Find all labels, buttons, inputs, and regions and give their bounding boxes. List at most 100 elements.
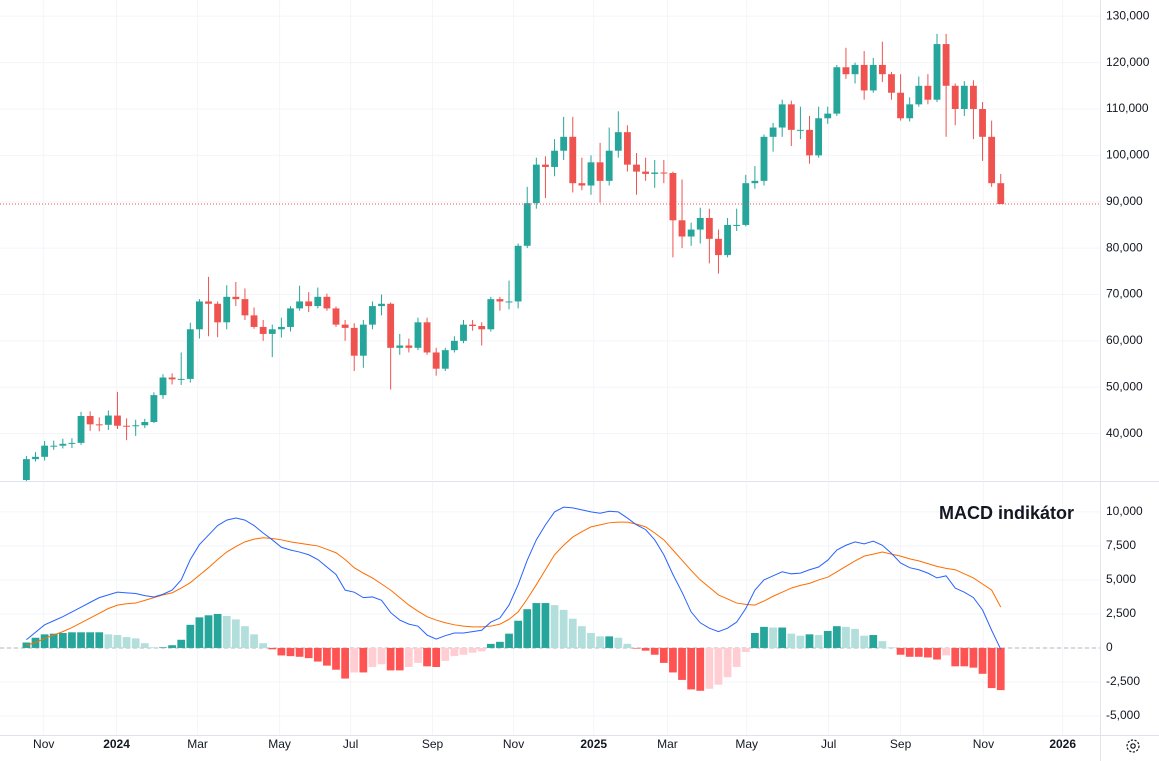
candle-body <box>487 299 495 330</box>
candle-body <box>432 352 440 369</box>
candle-body <box>414 322 422 348</box>
histogram-bar <box>368 647 377 667</box>
candle-body <box>569 136 577 184</box>
histogram-bar <box>623 643 632 648</box>
histogram-bar <box>404 647 413 667</box>
histogram-bar <box>231 619 240 648</box>
candle-body <box>496 299 504 302</box>
candle-body <box>132 425 140 427</box>
candle-body <box>77 416 85 443</box>
candle-body <box>715 238 722 256</box>
histogram-bar <box>659 647 668 663</box>
candle-body <box>778 104 786 128</box>
candle-body <box>614 132 622 151</box>
candle-body <box>32 456 39 460</box>
candle-body <box>824 113 832 119</box>
candle-body <box>460 324 467 341</box>
histogram-bar <box>277 647 286 656</box>
candle-body <box>833 67 841 114</box>
candle-body <box>705 217 713 239</box>
y-tick-label: 60,000 <box>1106 333 1143 347</box>
histogram-bar <box>614 637 623 648</box>
y-tick-label: 40,000 <box>1106 426 1143 440</box>
histogram-bar <box>687 647 696 690</box>
histogram-bar <box>869 635 878 648</box>
histogram-bar <box>250 634 258 648</box>
candle-body <box>150 395 158 423</box>
candle-body <box>751 180 759 184</box>
candle-body <box>578 183 586 186</box>
histogram-bar <box>860 635 869 648</box>
y-tick-label: -2,500 <box>1106 674 1140 688</box>
histogram-bar <box>641 647 650 651</box>
y-tick-label: 7,500 <box>1106 538 1136 552</box>
candle-body <box>878 64 886 75</box>
histogram-bar <box>996 647 1005 691</box>
histogram-bar <box>924 647 932 658</box>
histogram-bar <box>222 615 231 648</box>
histogram-bar <box>514 620 522 648</box>
y-tick-label: 130,000 <box>1106 8 1150 22</box>
candle-body <box>505 301 513 303</box>
settings-icon[interactable] <box>1126 739 1140 753</box>
candle-body <box>815 118 823 156</box>
candle-body <box>305 301 313 307</box>
histogram-bar <box>213 613 222 648</box>
x-tick-label: Jul <box>343 737 358 751</box>
candle-body <box>378 303 385 307</box>
histogram-bar <box>532 603 541 648</box>
histogram-bar <box>323 647 331 666</box>
candle-body <box>387 303 395 348</box>
histogram-bar <box>787 633 796 648</box>
candle-body <box>241 299 249 316</box>
candle-body <box>341 324 349 328</box>
x-tick-label: May <box>268 737 291 751</box>
candle-body <box>259 326 267 334</box>
histogram-bar <box>878 641 887 648</box>
candle-body <box>542 164 549 167</box>
settings-gear[interactable] <box>1126 739 1140 753</box>
histogram-bar <box>450 647 459 657</box>
candle-body <box>623 132 631 165</box>
histogram-bar <box>68 632 76 648</box>
candle-body <box>951 85 959 109</box>
histogram-bar <box>541 603 550 648</box>
candle-body <box>551 150 558 167</box>
candle-body <box>22 459 30 480</box>
histogram-bar <box>468 647 477 653</box>
candle-body <box>733 224 741 226</box>
histogram-bar <box>104 634 113 648</box>
x-tick-label: Nov <box>33 737 54 751</box>
candle-body <box>59 443 67 446</box>
candle-body <box>405 345 413 348</box>
candle-body <box>223 296 231 323</box>
candle-body <box>842 67 850 75</box>
histogram-bar <box>987 647 996 689</box>
histogram-bar <box>496 641 504 648</box>
histogram-bar <box>477 647 486 652</box>
settings-gear-center[interactable] <box>1130 743 1136 749</box>
candle-body <box>50 445 58 447</box>
candle-body <box>633 164 640 172</box>
histogram-bar <box>632 647 641 649</box>
candle-body <box>441 350 449 369</box>
candle-body <box>796 129 804 131</box>
candle-body <box>906 104 914 119</box>
histogram-bar <box>578 626 586 648</box>
histogram-bar <box>58 632 67 648</box>
histogram-bar <box>723 647 732 678</box>
candle-body <box>168 377 176 380</box>
candle-body <box>532 164 540 204</box>
histogram-bar <box>441 647 450 661</box>
histogram-bar <box>905 647 914 657</box>
histogram-bar <box>122 637 131 648</box>
candle-body <box>651 172 659 174</box>
candle-body <box>806 129 813 156</box>
histogram-bar <box>669 647 677 673</box>
candle-body <box>915 85 923 105</box>
histogram-bar <box>159 647 167 648</box>
histogram-bar <box>587 632 595 648</box>
histogram-bar <box>304 647 313 659</box>
candle-body <box>596 162 604 181</box>
